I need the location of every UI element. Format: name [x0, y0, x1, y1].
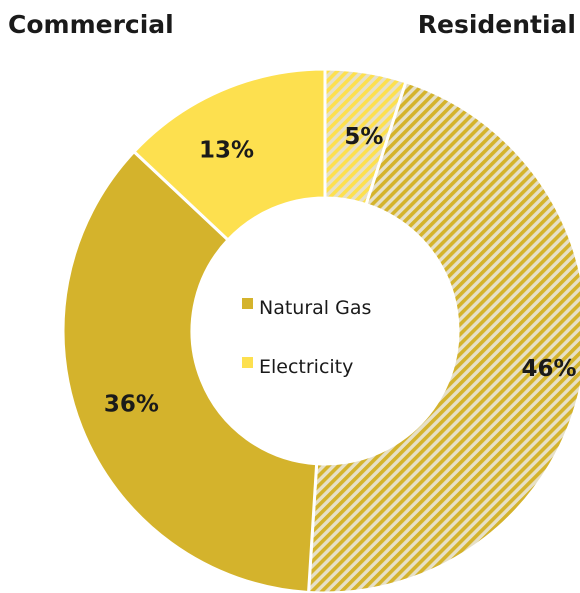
- slice-label-commercial-natural-gas: 36%: [104, 392, 159, 418]
- legend-label-electricity: Electricity: [259, 356, 353, 378]
- legend-label-natural-gas: Natural Gas: [259, 297, 371, 319]
- legend-swatch-electricity: [242, 357, 253, 368]
- residential-group-label: Residential: [417, 10, 576, 39]
- slice-residential-natural-gas: [307, 79, 580, 593]
- legend-swatch-natural-gas: [242, 298, 253, 309]
- legend: Natural Gas Electricity: [242, 297, 371, 378]
- slice-commercial-electricity: [131, 67, 327, 243]
- slice-label-commercial-electricity: 13%: [199, 138, 254, 164]
- commercial-group-label: Commercial: [8, 10, 174, 39]
- slice-label-residential-electricity: 5%: [344, 124, 383, 150]
- slices-group: [61, 67, 580, 593]
- slice-commercial-natural-gas: [61, 149, 319, 593]
- slice-labels-group: 5% 46% 36% 13%: [104, 124, 577, 418]
- slice-label-residential-natural-gas: 46%: [521, 356, 576, 382]
